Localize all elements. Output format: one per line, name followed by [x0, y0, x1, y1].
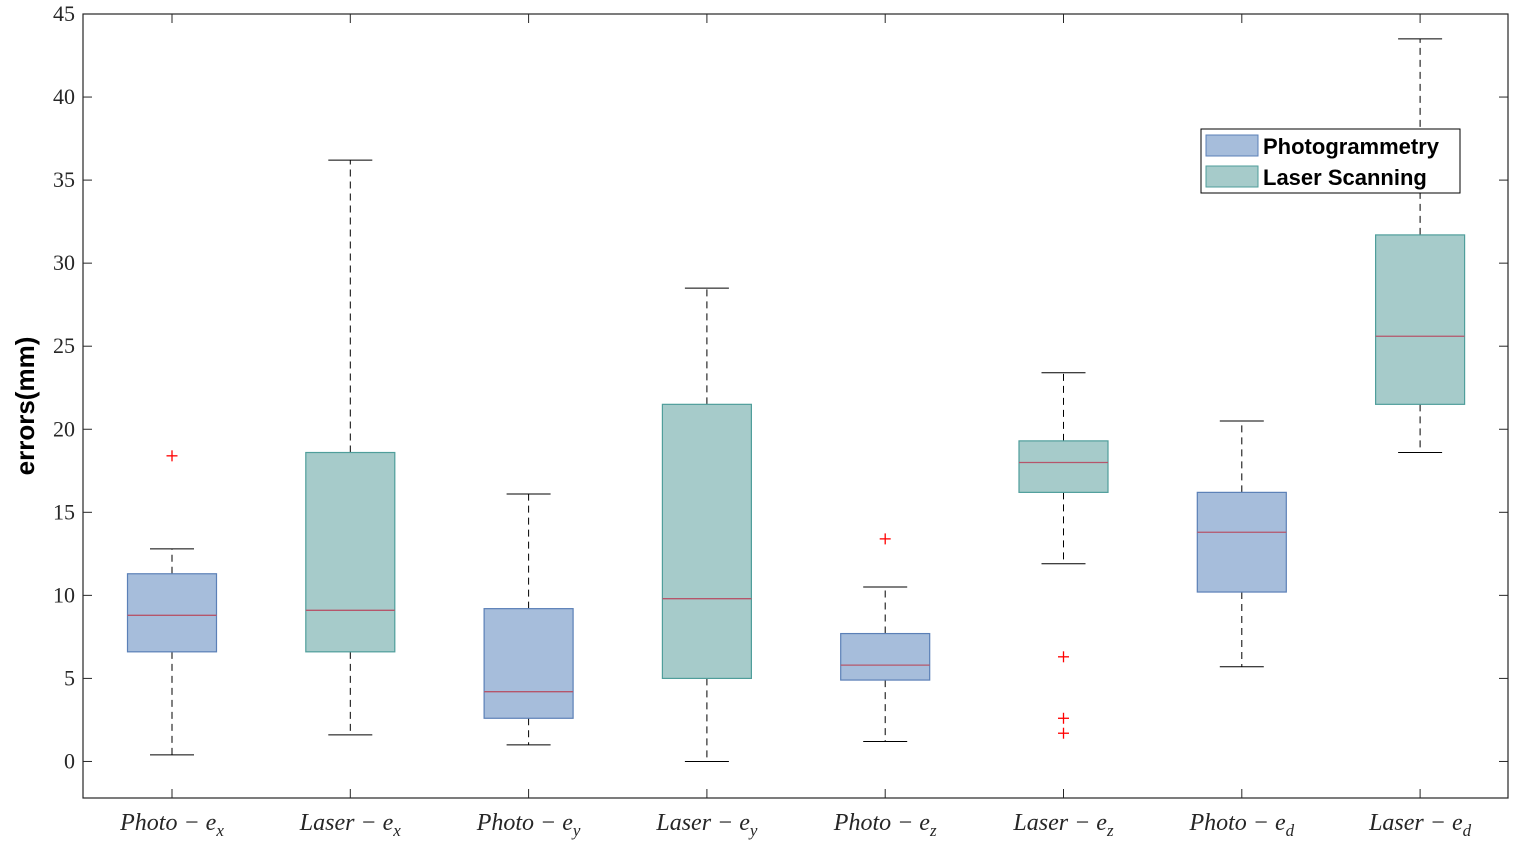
- box-laser-ey: [661, 287, 753, 762]
- outlier-marker: [1058, 651, 1069, 663]
- x-tick-label: Photo − ez: [833, 810, 937, 840]
- legend-swatch-photogrammetry: [1205, 134, 1259, 157]
- outlier-marker: [166, 450, 178, 462]
- iqr-box: [661, 403, 753, 680]
- y-tick-label: 5: [64, 665, 75, 690]
- iqr-box: [840, 632, 931, 681]
- x-tick-label: Laser − ey: [655, 810, 758, 840]
- x-tick-label: Photo − ey: [476, 810, 581, 840]
- legend-label-photogrammetry: Photogrammetry: [1263, 134, 1440, 159]
- legend-label-laser-scanning: Laser Scanning: [1263, 165, 1427, 190]
- iqr-box: [305, 451, 396, 653]
- box-photo-ez: [840, 533, 931, 743]
- box-series: [126, 38, 1466, 762]
- box-photo-ed: [1196, 420, 1287, 668]
- outlier-marker: [879, 533, 891, 545]
- iqr-box: [1196, 491, 1287, 593]
- y-tick-label: 15: [53, 499, 75, 524]
- box-laser-ex: [305, 159, 396, 736]
- iqr-box: [1018, 440, 1109, 493]
- x-tick-label: Laser − ez: [1012, 810, 1114, 840]
- y-tick-label: 40: [53, 84, 75, 109]
- box-laser-ez: [1018, 372, 1109, 739]
- iqr-box: [126, 573, 218, 653]
- y-tick-label: 30: [53, 250, 75, 275]
- y-tick-label: 45: [53, 1, 75, 26]
- box-laser-ed: [1374, 38, 1466, 454]
- x-tick-label: Laser − ex: [299, 810, 402, 840]
- legend-swatch-laser-scanning: [1205, 165, 1259, 188]
- outlier-marker: [1058, 727, 1069, 739]
- y-tick-label: 35: [53, 167, 75, 192]
- box-photo-ey: [483, 493, 574, 746]
- box-photo-ex: [126, 450, 218, 756]
- y-tick-label: 10: [53, 582, 75, 607]
- legend: Photogrammetry Laser Scanning: [1200, 128, 1461, 194]
- outlier-marker: [1058, 712, 1069, 724]
- x-tick-label: Laser − ed: [1368, 810, 1472, 840]
- x-tick-label: Photo − ed: [1188, 810, 1294, 840]
- x-tick-label: Photo − ex: [119, 810, 224, 840]
- y-tick-label: 0: [64, 748, 75, 773]
- x-axis-labels: Photo − ex Laser − ex Photo − ey Laser − ey…: [119, 810, 1471, 840]
- iqr-box: [483, 608, 574, 719]
- y-tick-label: 20: [53, 416, 75, 441]
- iqr-box: [1374, 234, 1466, 405]
- y-axis-ticks: 0 5 10 15 20 25 30 35 40 45: [53, 1, 1508, 798]
- y-axis-label: errors(mm): [10, 337, 40, 476]
- y-tick-label: 25: [53, 333, 75, 358]
